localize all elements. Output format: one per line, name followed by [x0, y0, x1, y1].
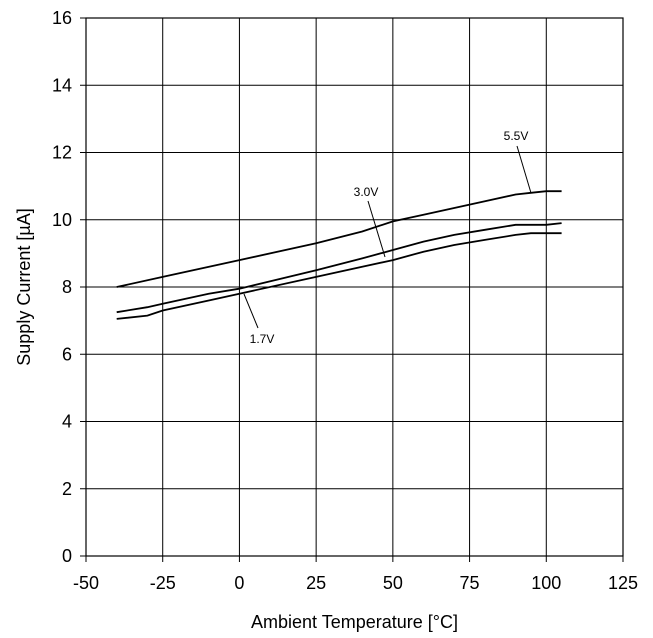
y-axis-label: Supply Current [µA] [14, 208, 34, 365]
series-label-1-7v: 1.7V [250, 332, 275, 346]
y-tick-label: 0 [62, 546, 72, 566]
y-tick-label: 14 [52, 75, 72, 95]
x-tick-label: 75 [460, 573, 480, 593]
y-tick-label: 2 [62, 479, 72, 499]
series-labels: 5.5V 3.0V 1.7V [243, 129, 532, 346]
series-label-3-0v: 3.0V [354, 185, 379, 199]
x-tick-label: 50 [383, 573, 403, 593]
series-label-1-7v-leader [243, 293, 259, 329]
y-tick-label: 10 [52, 210, 72, 230]
series-label-5-5v-leader [516, 145, 532, 194]
series-lines [116, 190, 562, 320]
x-tick-label: 125 [608, 573, 638, 593]
x-tick-label: 0 [234, 573, 244, 593]
x-axis-ticks: -50 -25 0 25 50 75 100 125 [73, 556, 638, 593]
y-axis-ticks: 0 2 4 6 8 10 12 14 16 [52, 8, 86, 566]
series-line-3-0v [116, 222, 562, 314]
series-label-3-0v-leader [367, 200, 386, 258]
x-tick-label: 25 [306, 573, 326, 593]
x-tick-label: -25 [150, 573, 176, 593]
grid [85, 17, 624, 557]
series-line-1-7v [116, 232, 562, 320]
y-tick-label: 8 [62, 277, 72, 297]
y-tick-label: 4 [62, 412, 72, 432]
x-tick-label: 100 [531, 573, 561, 593]
series-label-5-5v: 5.5V [504, 129, 529, 143]
y-tick-label: 16 [52, 8, 72, 28]
y-tick-label: 6 [62, 344, 72, 364]
y-tick-label: 12 [52, 143, 72, 163]
x-axis-label: Ambient Temperature [°C] [251, 612, 458, 632]
x-tick-label: -50 [73, 573, 99, 593]
